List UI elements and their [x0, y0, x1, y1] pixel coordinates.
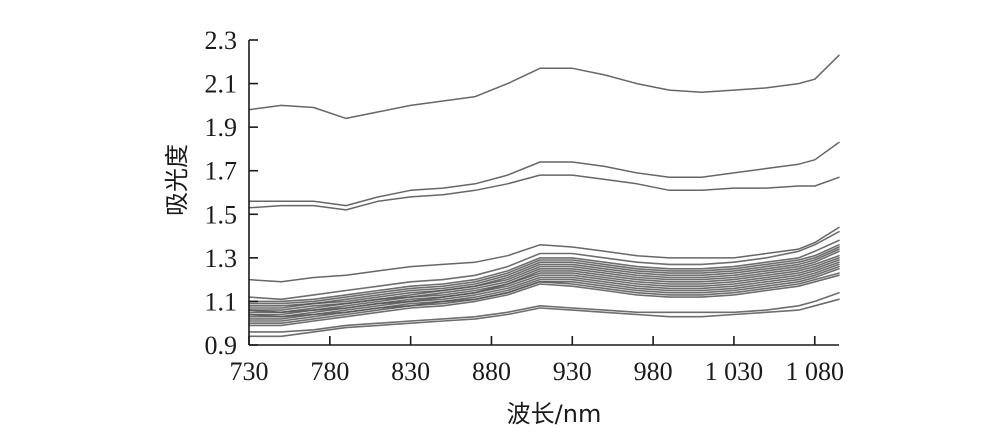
y-tick-label: 1.1 — [205, 287, 238, 316]
y-axis-title: 吸光度 — [163, 144, 191, 216]
spectrum-line-17 — [248, 267, 840, 322]
spectrum-line-12 — [248, 257, 840, 314]
y-tick-label: 1.7 — [205, 157, 238, 186]
spectrum-line-7 — [248, 244, 840, 305]
x-tick-label: 930 — [553, 357, 592, 386]
y-tick-label: 1.5 — [205, 200, 238, 229]
y-tick-label: 1.3 — [205, 244, 238, 273]
x-tick-label: 780 — [310, 357, 349, 386]
y-tick-label: 1.9 — [205, 113, 238, 142]
spectrum-line-19 — [248, 274, 840, 327]
axes — [248, 40, 839, 346]
spectrum-line-18 — [248, 272, 840, 325]
spectra-lines — [248, 54, 840, 338]
x-tick-label: 730 — [230, 357, 269, 386]
spectrum-line-1 — [248, 54, 840, 120]
ticks: 0.9 1.1 1.3 1.5 1.7 1.9 2.1 2.3 730 780 830 880 930 9… — [205, 26, 845, 386]
spectrum-line-6 — [248, 239, 840, 303]
spectrum-line-4 — [248, 226, 840, 283]
y-tick-label: 2.3 — [205, 26, 238, 55]
spectrum-line-20 — [248, 291, 840, 333]
spectrum-line-9 — [248, 248, 840, 309]
x-axis-title: 波长/nm — [507, 400, 602, 428]
y-tick-label: 2.1 — [205, 70, 238, 99]
x-tick-label: 1 080 — [786, 357, 845, 386]
spectrum-line-3 — [248, 174, 840, 211]
spectrum-line-2 — [248, 141, 840, 207]
x-tick-label: 830 — [391, 357, 430, 386]
x-tick-label: 880 — [472, 357, 511, 386]
y-tick-label: 0.9 — [205, 331, 238, 360]
x-tick-label: 980 — [634, 357, 673, 386]
spectrum-line-8 — [248, 246, 840, 307]
spectrum-line-21 — [248, 298, 840, 338]
spectrum-line-5 — [248, 230, 840, 301]
spectrum-line-14 — [248, 261, 840, 318]
x-tick-label: 1 030 — [705, 357, 764, 386]
spectrum-line-15 — [248, 263, 840, 318]
spectrum-line-11 — [248, 254, 840, 314]
